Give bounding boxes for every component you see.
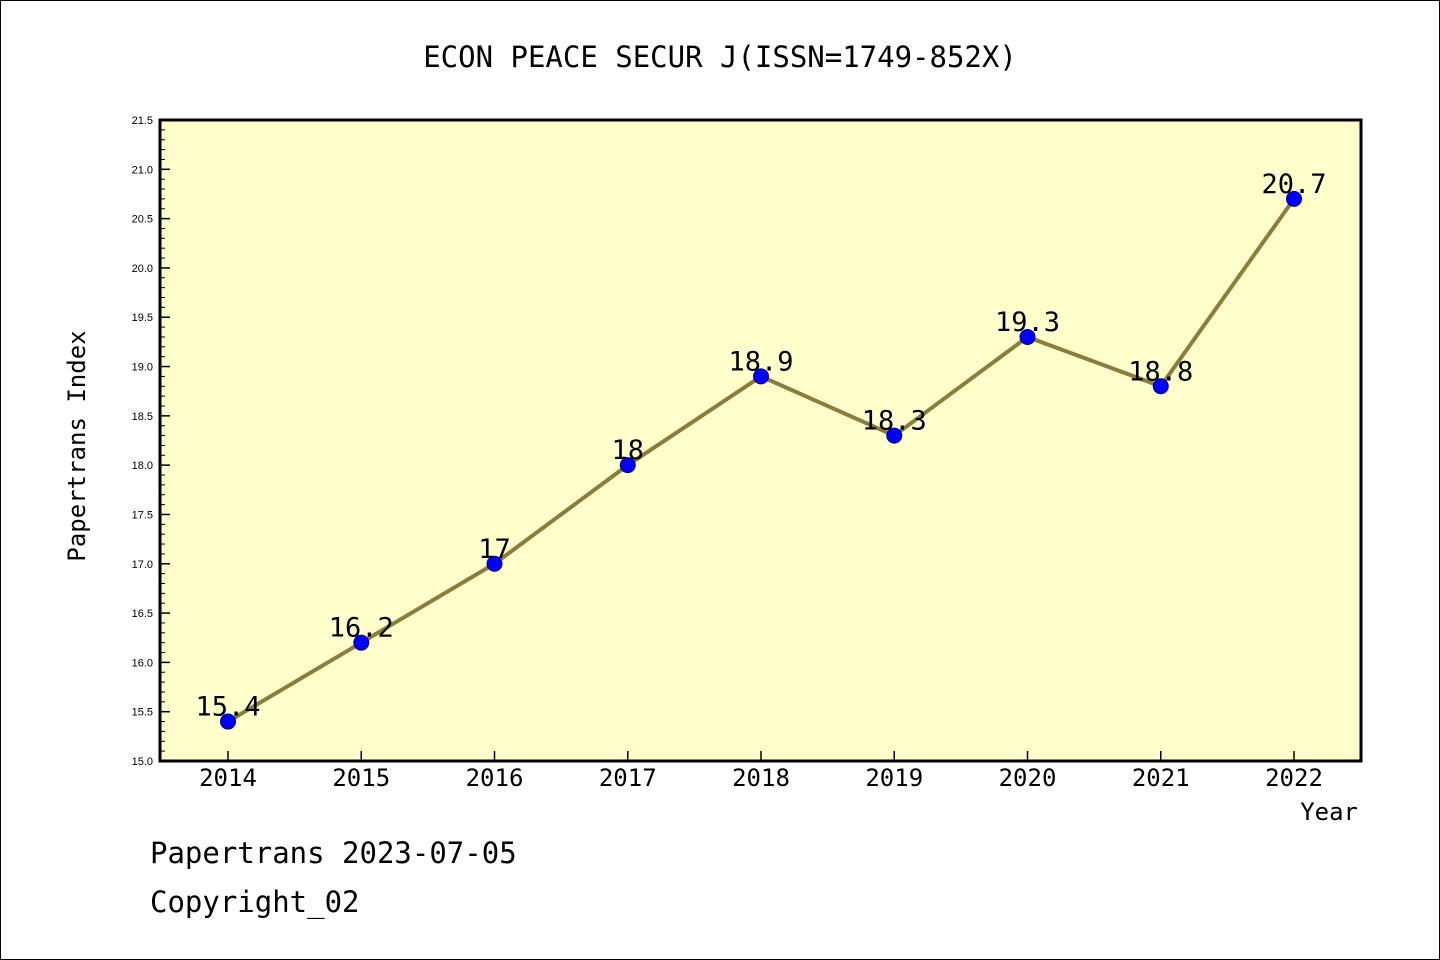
data-point-label: 18.8: [1128, 356, 1193, 387]
data-point-marker: [1286, 190, 1302, 207]
x-tick-label: 2017: [599, 764, 657, 792]
y-tick-label: 15.5: [132, 707, 153, 719]
y-tick-label: 17.0: [132, 559, 153, 571]
y-tick-label: 20.5: [132, 214, 153, 226]
x-tick-label: 2018: [732, 764, 790, 792]
data-labels: 15.4 16.2 17 18 18.9 18.3 19.3 18.8 20.7: [195, 169, 1326, 723]
data-point-marker: [886, 427, 903, 444]
x-axis-label: Year: [1300, 798, 1358, 826]
y-tick-label: 21.0: [132, 164, 153, 176]
x-tick-label: 2019: [865, 764, 923, 792]
chart-title: ECON PEACE SECUR J(ISSN=1749-852X): [423, 40, 1017, 74]
x-tick-label: 2022: [1265, 764, 1323, 792]
data-point-marker: [619, 457, 636, 474]
data-point-label: 15.4: [195, 692, 260, 723]
y-tick-label: 20.0: [132, 263, 153, 275]
footer-copyright-text: Copyright_02: [150, 885, 360, 919]
data-point-label: 19.3: [995, 307, 1060, 338]
x-tick-label: 2016: [466, 764, 524, 792]
data-point-marker: [1019, 328, 1036, 345]
x-tick-label: 2021: [1132, 764, 1190, 792]
data-point-marker: [1152, 378, 1169, 395]
x-tick-label: 2020: [999, 764, 1057, 792]
x-tick-label: 2015: [332, 764, 390, 792]
y-tick-label: 16.5: [132, 608, 153, 620]
data-point-label: 16.2: [329, 613, 394, 644]
y-axis-tick-labels: 15.0 15.5 16.0 16.5 17.0 17.5 18.0 18.5 19.0 19.5…: [132, 115, 153, 768]
data-point-label: 17: [478, 534, 511, 565]
data-point-label: 18: [611, 435, 644, 466]
y-axis-label: Papertrans Index: [63, 330, 91, 561]
data-point-label: 18.3: [862, 406, 927, 437]
y-tick-label: 18.0: [132, 460, 153, 472]
plot-area: [158, 118, 1363, 763]
y-tick-label: 15.0: [132, 756, 153, 768]
series-layer: [220, 190, 1302, 730]
data-point-marker: [220, 713, 236, 730]
y-tick-label: 19.0: [132, 362, 153, 374]
y-tick-label: 18.5: [132, 411, 153, 423]
data-point-marker: [486, 555, 503, 572]
y-tick-label: 17.5: [132, 509, 153, 521]
x-axis-tick-labels: 2014 2015 2016 2017 2018 2019 2020 2021 2022: [199, 764, 1323, 792]
y-tick-label: 19.5: [132, 312, 153, 324]
y-tick-label: 21.5: [132, 115, 153, 127]
data-point-label: 18.9: [728, 346, 793, 377]
x-axis-ticks: [227, 751, 1295, 761]
x-tick-label: 2014: [199, 764, 257, 792]
y-axis-ticks: [160, 119, 170, 762]
y-tick-label: 16.0: [132, 657, 153, 669]
data-point-marker: [353, 634, 370, 651]
footer-date-text: Papertrans 2023-07-05: [150, 836, 517, 870]
data-point-marker: [753, 368, 769, 385]
data-point-label: 20.7: [1261, 169, 1326, 200]
